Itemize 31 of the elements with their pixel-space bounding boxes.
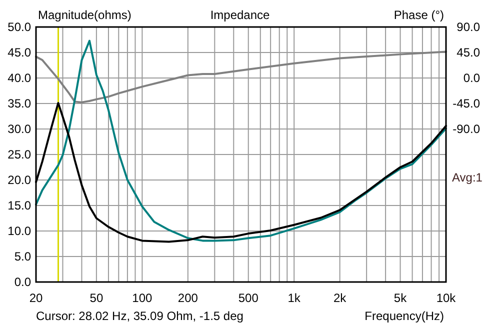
x-tick-label: 5k [394, 291, 408, 305]
chart-title: Impedance [210, 8, 270, 22]
y-tick-label: 0.0 [14, 275, 32, 290]
y2-tick-label: -45.0 [452, 96, 480, 111]
y-tick-label: 45.0 [8, 46, 32, 60]
y-tick-label: 20.0 [8, 173, 32, 188]
x-axis-title: Frequency(Hz) [364, 309, 444, 323]
x-tick-label: 50 [90, 291, 104, 305]
y2-tick-label: 45.0 [456, 46, 480, 60]
y-tick-label: 30.0 [8, 122, 32, 136]
x-tick-label: 2k [333, 291, 348, 305]
y2-tick-label: -90.0 [452, 122, 480, 136]
y2-tick-label: 90.0 [456, 20, 480, 34]
y-tick-label: 5.0 [14, 250, 32, 264]
y2-tick-label: 0.0 [463, 71, 480, 86]
y-axis-title: Magnitude(ohms) [38, 8, 132, 22]
y-tick-label: 50.0 [8, 20, 32, 34]
y-tick-label: 10.0 [8, 224, 32, 238]
x-tick-label: 20 [29, 291, 43, 305]
x-tick-label: 10k [436, 291, 457, 305]
y-tick-label: 25.0 [8, 148, 32, 162]
y-tick-label: 15.0 [8, 198, 32, 213]
x-tick-label: 100 [132, 291, 153, 305]
text: Avg:1 [452, 170, 483, 185]
y-tick-label: 40.0 [8, 71, 32, 86]
y2-axis-title: Phase (°) [394, 8, 444, 22]
y-tick-label: 35.0 [8, 96, 32, 111]
text: Cursor: 28.02 Hz, 35.09 Ohm, -1.5 deg [36, 309, 244, 323]
x-tick-label: 500 [238, 291, 259, 305]
x-tick-label: 200 [178, 291, 198, 305]
x-tick-label: 1k [288, 291, 302, 305]
